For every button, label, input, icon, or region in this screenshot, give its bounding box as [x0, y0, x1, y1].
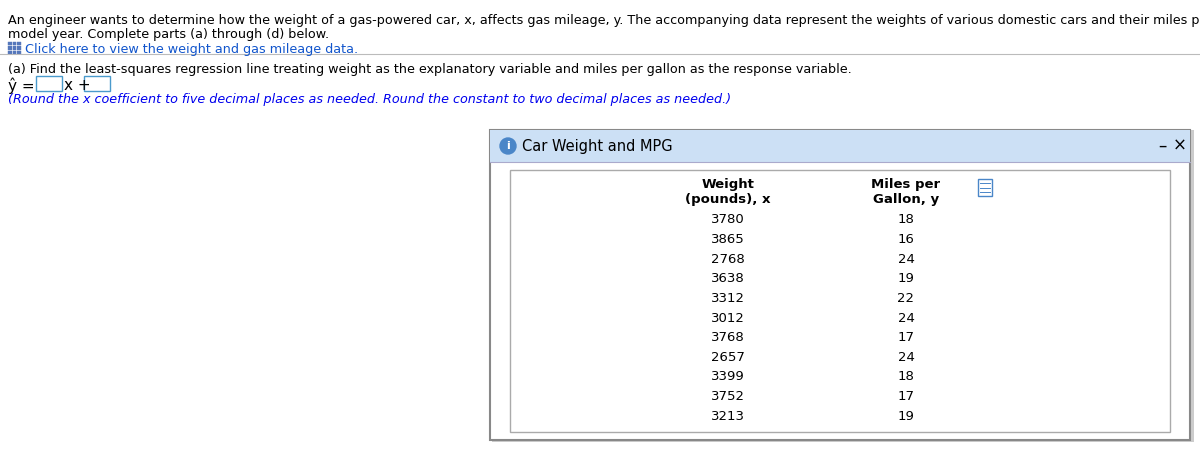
Text: 24: 24: [898, 351, 914, 364]
Bar: [8, 46, 12, 50]
Text: (Round the x coefficient to five decimal places as needed. Round the constant to: (Round the x coefficient to five decimal…: [8, 93, 731, 106]
Text: 18: 18: [898, 370, 914, 383]
Text: 24: 24: [898, 311, 914, 324]
Bar: [8, 50, 12, 54]
Circle shape: [500, 138, 516, 154]
Text: 17: 17: [898, 390, 914, 403]
Text: –: –: [1158, 137, 1166, 155]
Bar: [492, 130, 1194, 442]
Bar: [36, 76, 62, 91]
Text: 22: 22: [898, 292, 914, 305]
Bar: [8, 41, 12, 45]
Bar: [490, 130, 1190, 162]
Text: 16: 16: [898, 233, 914, 246]
Text: Weight
(pounds), x: Weight (pounds), x: [685, 178, 770, 206]
Bar: [490, 130, 1190, 440]
Text: ŷ =: ŷ =: [8, 78, 35, 94]
Text: 3399: 3399: [710, 370, 745, 383]
Bar: [12, 41, 16, 45]
Text: 19: 19: [898, 410, 914, 423]
Text: i: i: [506, 141, 510, 151]
Bar: [978, 179, 991, 196]
Text: 2657: 2657: [710, 351, 745, 364]
Text: 24: 24: [898, 252, 914, 266]
Text: 3638: 3638: [710, 272, 745, 285]
Bar: [17, 41, 20, 45]
Text: 3865: 3865: [710, 233, 745, 246]
Text: 3768: 3768: [710, 331, 745, 344]
Text: 3012: 3012: [710, 311, 745, 324]
Bar: [510, 170, 1170, 432]
Text: 19: 19: [898, 272, 914, 285]
Bar: [12, 50, 16, 54]
Text: Click here to view the weight and gas mileage data.: Click here to view the weight and gas mi…: [25, 43, 358, 56]
Text: Car Weight and MPG: Car Weight and MPG: [522, 139, 673, 153]
Text: 17: 17: [898, 331, 914, 344]
Text: ×: ×: [1174, 137, 1187, 155]
Text: 3312: 3312: [710, 292, 745, 305]
Text: Miles per
Gallon, y: Miles per Gallon, y: [871, 178, 941, 206]
Bar: [17, 46, 20, 50]
Text: 3752: 3752: [710, 390, 745, 403]
Text: 3780: 3780: [710, 213, 745, 226]
Text: x +: x +: [64, 78, 91, 93]
Text: (a) Find the least-squares regression line treating weight as the explanatory va: (a) Find the least-squares regression li…: [8, 63, 852, 76]
Bar: [17, 50, 20, 54]
Text: 18: 18: [898, 213, 914, 226]
Text: model year. Complete parts (a) through (d) below.: model year. Complete parts (a) through (…: [8, 28, 329, 41]
Bar: [84, 76, 110, 91]
Text: An engineer wants to determine how the weight of a gas-powered car, x, affects g: An engineer wants to determine how the w…: [8, 14, 1200, 27]
Text: 2768: 2768: [710, 252, 745, 266]
Bar: [12, 46, 16, 50]
Text: 3213: 3213: [710, 410, 745, 423]
